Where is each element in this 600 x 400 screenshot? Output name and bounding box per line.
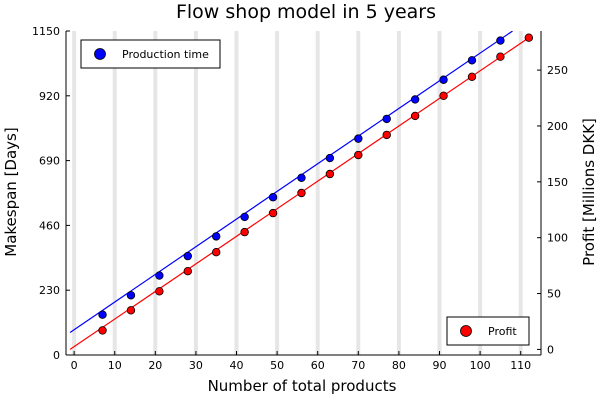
production-legend-label: Production time (122, 48, 209, 61)
x-tick-label-2: 20 (148, 359, 162, 372)
plot-area: 0 10 20 30 40 50 60 70 80 90 100 110 0 230 460 690 920 11… (32, 25, 568, 372)
y-right-tick-label-4: 200 (547, 120, 568, 133)
production-point-2 (155, 271, 164, 280)
y-left-tick-label-4: 920 (39, 90, 60, 103)
y-left-tick-label-3: 690 (39, 155, 60, 168)
y-left-tick-label-1: 230 (39, 284, 60, 297)
production-point-3 (183, 251, 192, 261)
x-tick-label-9: 90 (433, 359, 447, 372)
x-tick-label-8: 80 (392, 359, 406, 372)
production-legend-marker (94, 48, 106, 60)
profit-point-13 (467, 72, 477, 82)
production-point-14 (496, 36, 505, 45)
profit-point-4 (212, 248, 221, 257)
profit-point-8 (325, 169, 335, 179)
profit-point-11 (410, 111, 420, 121)
y-right-tick-label-5: 250 (547, 64, 568, 77)
y-right-axis-title: Profit [Millions DKK] (580, 118, 598, 266)
x-tick-label-1: 10 (108, 359, 122, 372)
production-point-7 (297, 173, 306, 182)
y-left-tick-label-0: 0 (53, 349, 60, 362)
profit-point-7 (297, 188, 306, 198)
profit-point-0 (98, 326, 107, 335)
profit-point-5 (240, 227, 249, 237)
x-tick-label-4: 40 (230, 359, 244, 372)
x-tick-label-6: 60 (311, 359, 325, 372)
profit-point-10 (382, 130, 391, 140)
y-left-tick-label-5: 1150 (32, 25, 60, 38)
y-left-axis-title: Makespan [Days] (2, 127, 20, 256)
x-tick-label-10: 100 (470, 359, 491, 372)
x-tick-label-11: 110 (510, 359, 531, 372)
x-tick-label-7: 70 (351, 359, 365, 372)
profit-point-2 (155, 287, 164, 296)
chart-title: Flow shop model in 5 years (176, 1, 436, 23)
profit-point-6 (268, 208, 278, 218)
profit-legend-marker (460, 325, 472, 337)
profit-point-1 (126, 306, 136, 315)
profit-point-9 (354, 150, 363, 160)
production-point-0 (98, 310, 107, 319)
profit-point-15 (524, 33, 534, 42)
profit-point-14 (496, 52, 505, 61)
production-point-5 (240, 212, 249, 222)
y-right-tick-label-3: 150 (547, 176, 568, 189)
y-right-tick-label-2: 100 (547, 232, 568, 245)
profit-point-12 (439, 91, 448, 100)
production-point-12 (439, 75, 448, 84)
profit-point-3 (183, 267, 192, 276)
production-point-4 (212, 232, 221, 241)
y-right-tick-label-0: 0 (547, 343, 554, 356)
production-point-1 (126, 291, 136, 300)
production-point-8 (325, 153, 335, 163)
y-left-tick-label-2: 460 (39, 219, 60, 232)
x-axis-title: Number of total products (208, 377, 397, 395)
x-tick-label-0: 0 (71, 359, 78, 372)
production-point-6 (268, 193, 278, 202)
x-tick-label-5: 50 (270, 359, 284, 372)
production-trend-line (69, 31, 513, 333)
profit-legend-label: Profit (488, 325, 517, 338)
production-point-13 (467, 56, 477, 65)
production-point-9 (354, 134, 363, 143)
production-point-11 (410, 95, 420, 104)
production-point-10 (382, 114, 391, 124)
y-right-tick-label-1: 50 (547, 288, 561, 301)
x-tick-label-3: 30 (189, 359, 203, 372)
